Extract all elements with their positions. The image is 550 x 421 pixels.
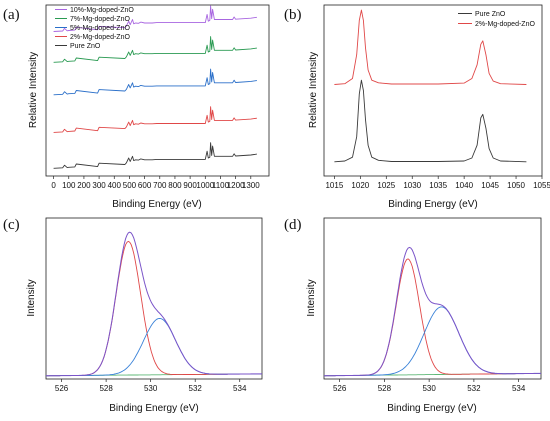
x-tick-label: 1055 [533,181,550,190]
x-tick-label: 532 [467,384,481,393]
legend-item-10pct: 10%-Mg-doped-ZnO [55,7,134,14]
x-tick-label: 1300 [242,181,260,190]
series-line-3 [53,106,257,133]
panel-c-series [46,231,263,377]
series-line-1 [53,36,257,63]
panel-a-frame [45,4,270,177]
panel-b-legend: Pure ZnO 2%-Mg-doped-ZnO [458,11,535,28]
series-line-4 [53,142,257,169]
legend-item-2pct-b: 2%-Mg-doped-ZnO [458,21,535,28]
x-tick-label: 1045 [481,181,499,190]
x-tick-label: 800 [168,181,182,190]
svg-text:10%-Mg-doped-ZnO: 10%-Mg-doped-ZnO [70,7,134,14]
x-tick-label: 200 [77,181,91,190]
legend-item-pure-b: Pure ZnO [458,11,506,18]
svg-text:2%-Mg-doped-ZnO: 2%-Mg-doped-ZnO [70,34,130,41]
panel-c: (c) 526 528 530 532 534 Binding Energy (eV) … [3,217,263,414]
x-tick-label: 1030 [403,181,421,190]
component-peak-lattice-O [46,240,263,377]
x-tick-label: 1025 [377,181,395,190]
panel-d-y-label: Intensity [306,279,317,316]
series-line-0 [53,5,257,32]
x-tick-label: 1200 [227,181,245,190]
panel-b-y-label: Relative Intensity [308,52,319,128]
svg-text:2%-Mg-doped-ZnO: 2%-Mg-doped-ZnO [475,21,535,28]
x-tick-label: 1020 [351,181,369,190]
x-tick-label: 900 [183,181,197,190]
component-peak-oxygen-vacancy [46,317,263,377]
panel-a: (a) 0 100 200 300 400 500 600 700 800 900 10001100… [3,4,270,210]
panel-b-frame [323,4,543,177]
panel-d-label: (d) [284,217,302,233]
panel-a-series [53,5,257,169]
svg-text:Pure ZnO: Pure ZnO [475,11,506,18]
component-peak-lattice-O [324,258,541,377]
panel-c-x-label: Binding Energy (eV) [109,403,199,414]
panel-a-label: (a) [3,7,20,23]
panel-d-series [324,246,541,377]
x-tick-label: 700 [153,181,167,190]
svg-text:5%-Mg-doped-ZnO: 5%-Mg-doped-ZnO [70,25,130,32]
legend-item-2pct: 2%-Mg-doped-ZnO [55,34,130,41]
x-tick-label: 528 [378,384,392,393]
x-tick-label: 400 [108,181,122,190]
panel-b-ticks: 1015 1020 1025 1030 1035 1040 1045 1050 1055 [325,176,550,190]
panel-c-label: (c) [3,217,20,233]
panel-a-ticks: 0 100 200 300 400 500 600 700 800 900 100011001200… [51,176,260,190]
panel-b-x-label: Binding Energy (eV) [388,199,478,210]
panel-d-ticks: 526 528 530 532 534 [333,379,526,393]
x-tick-label: 534 [233,384,247,393]
panel-d-x-label: Binding Energy (eV) [387,403,477,414]
series-line-1 [334,9,527,85]
panel-b: (b) 1015 1020 1025 1030 1035 1040 1045 1050 1055… [284,4,550,210]
x-tick-label: 300 [92,181,106,190]
x-tick-label: 532 [189,384,203,393]
x-tick-label: 1100 [212,181,230,190]
envelope-line [46,231,263,377]
legend-item-5pct: 5%-Mg-doped-ZnO [55,25,130,32]
x-tick-label: 534 [512,384,526,393]
svg-text:Pure ZnO: Pure ZnO [70,43,101,50]
panel-b-label: (b) [284,7,302,23]
x-tick-label: 500 [123,181,137,190]
panel-c-frame [45,217,263,380]
series-line-2 [53,68,257,96]
envelope-line [324,246,541,377]
x-tick-label: 526 [55,384,69,393]
x-tick-label: 1050 [507,181,525,190]
x-tick-label: 530 [422,384,436,393]
panel-a-legend: 10%-Mg-doped-ZnO 7%-Mg-doped-ZnO 5%-Mg-d… [55,7,134,50]
x-tick-label: 530 [144,384,158,393]
x-tick-label: 600 [138,181,152,190]
x-tick-label: 1040 [455,181,473,190]
panel-c-y-label: Intensity [26,279,37,316]
legend-item-pure: Pure ZnO [55,43,101,50]
x-tick-label: 1015 [325,181,343,190]
panel-a-x-label: Binding Energy (eV) [112,199,202,210]
panel-b-series [334,9,527,163]
component-peak-oxygen-vacancy [324,306,541,377]
panel-a-y-label: Relative Intensity [28,52,39,128]
legend-item-7pct: 7%-Mg-doped-ZnO [55,16,130,23]
x-tick-label: 528 [99,384,113,393]
x-tick-label: 0 [51,181,56,190]
x-tick-label: 526 [333,384,347,393]
svg-text:7%-Mg-doped-ZnO: 7%-Mg-doped-ZnO [70,16,130,23]
x-tick-label: 1035 [429,181,447,190]
x-tick-label: 100 [62,181,76,190]
panel-d-frame [323,217,542,380]
x-tick-label: 1000 [196,181,214,190]
panel-d: (d) 526 528 530 532 534 Binding Energy (eV) … [284,217,542,414]
series-line-0 [334,79,527,163]
panel-c-ticks: 526 528 530 532 534 [55,379,247,393]
